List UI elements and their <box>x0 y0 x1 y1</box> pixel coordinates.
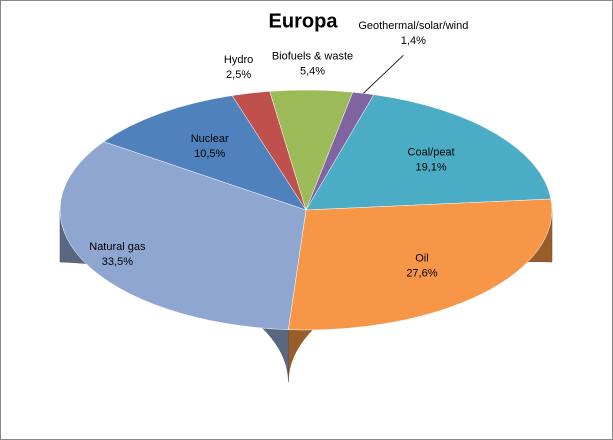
value-label: 1,4% <box>401 35 426 47</box>
slice <box>305 91 375 211</box>
slice <box>103 95 307 211</box>
value-label: 33,5% <box>102 256 133 268</box>
value-label: 10,5% <box>194 148 225 160</box>
slice-label: Natural gas <box>89 241 146 253</box>
slice <box>288 198 553 331</box>
slice-label: Nuclear <box>191 133 229 145</box>
slice-label: Oil <box>415 252 428 264</box>
value-label: 19,1% <box>415 161 446 173</box>
slice-label: Hydro <box>224 54 253 66</box>
leader-line <box>363 55 404 94</box>
slice-label: Geothermal/solar/wind <box>358 20 468 32</box>
value-label: 5,4% <box>300 66 325 78</box>
value-label: 27,6% <box>406 267 437 279</box>
slice <box>59 141 307 330</box>
chart-title: Europa <box>269 10 339 32</box>
slice <box>305 94 552 211</box>
value-label: 2,5% <box>226 69 251 81</box>
slice-label: Coal/peat <box>408 146 455 158</box>
slice-label: Biofuels & waste <box>272 51 353 63</box>
